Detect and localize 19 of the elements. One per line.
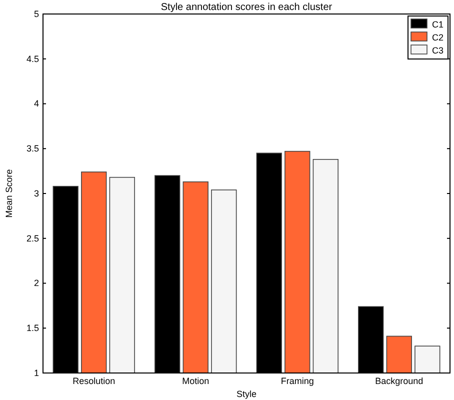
x-tick-label: Framing [280, 376, 314, 386]
x-tick-label: Motion [182, 376, 210, 386]
y-tick-label: 1.5 [26, 323, 39, 334]
y-axis-title: Mean Score [4, 169, 14, 218]
legend-label: C1 [432, 20, 444, 30]
x-tick-label: Resolution [72, 376, 116, 386]
y-tick-label: 3.5 [26, 144, 39, 154]
legend-label: C2 [432, 32, 444, 42]
chart-title: Style annotation scores in each cluster [160, 2, 333, 13]
x-axis-title: Style [236, 389, 257, 399]
y-tick-label: 3 [34, 188, 39, 198]
legend-label: C3 [432, 46, 444, 56]
y-tick-label: 2.5 [26, 233, 39, 244]
y-tick-label: 4 [34, 98, 39, 109]
x-tick-label: Background [375, 376, 424, 386]
y-tick-label: 4.5 [26, 54, 39, 64]
y-tick-label: 5 [34, 8, 39, 19]
y-tick-label: 2 [34, 278, 39, 288]
y-tick-label: 1 [34, 368, 39, 378]
